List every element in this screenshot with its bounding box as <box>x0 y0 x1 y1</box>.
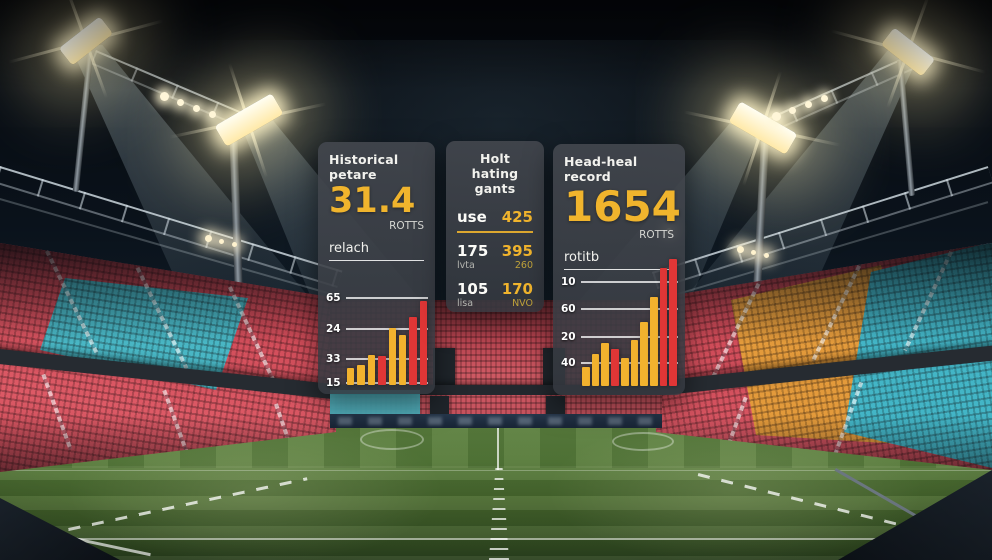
bar-red <box>419 300 427 385</box>
bar-yellow <box>649 296 658 386</box>
big-value: 1654 <box>564 182 681 231</box>
stat-panel-head-to-head: Head-heal record 1654 ROTTS rotitb 10 60 2… <box>553 144 685 395</box>
stat-row: 175 lvta 395 260 <box>457 242 533 271</box>
floodlight-bulbs <box>160 92 169 101</box>
bar-chart-head-to-head: 10 60 20 40 <box>561 256 678 386</box>
y-axis-tick: 60 <box>561 303 678 315</box>
y-tick-label: 10 <box>561 275 576 288</box>
panel-title: Head-heal record <box>564 154 638 184</box>
row-value-sub: NVO <box>512 298 533 309</box>
pitch-circle <box>612 432 674 451</box>
row-value: 170 NVO <box>502 280 533 309</box>
small-lights <box>205 235 212 242</box>
bar-yellow <box>601 342 610 386</box>
gridline <box>346 381 428 384</box>
y-tick-label: 60 <box>561 302 576 315</box>
row-value-number: 425 <box>501 208 533 226</box>
row-label: use <box>457 208 487 226</box>
bar-red <box>669 258 678 386</box>
bar-yellow <box>357 364 365 385</box>
y-axis-tick: 15 <box>326 377 428 389</box>
y-axis-tick: 20 <box>561 331 678 343</box>
row-label-value: use <box>457 208 487 226</box>
bar-red <box>659 267 668 386</box>
stat-panel-historical: Historical petare 31.4 ROTTS relach 65 24… <box>318 142 435 394</box>
y-tick-label: 40 <box>561 357 576 370</box>
y-axis-tick: 24 <box>326 323 428 335</box>
small-lights <box>737 246 744 253</box>
bar-yellow <box>367 354 376 385</box>
y-tick-label: 24 <box>326 323 341 336</box>
y-tick-label: 65 <box>326 292 341 305</box>
ad-board <box>330 414 662 428</box>
row-label-sub: lvta <box>457 260 475 271</box>
walkway <box>330 385 662 395</box>
row-label: 105 lisa <box>457 280 488 309</box>
bar-yellow <box>582 366 590 386</box>
gridline <box>346 357 428 360</box>
bar-red <box>409 316 417 385</box>
row-label-value: 105 <box>457 280 489 298</box>
row-value-number: 170 <box>501 280 533 298</box>
panel-caption: rotitb <box>564 249 600 265</box>
panel-title-line2: gants <box>474 181 516 196</box>
bar-red <box>611 349 619 386</box>
big-value: 31.4 <box>329 181 416 221</box>
stat-row: use 425 <box>457 208 533 226</box>
bar-yellow <box>398 335 407 385</box>
y-axis-tick: 65 <box>326 292 428 304</box>
stat-row: 105 lisa 170 NVO <box>457 280 533 309</box>
gridline <box>581 362 678 365</box>
row-label-sub: lisa <box>457 298 474 309</box>
panel-title: Historical petare <box>329 152 399 182</box>
pitch-circle <box>360 429 424 450</box>
stat-panel-ratings: Holt hating gants use 425 175 lvta 395 2 <box>446 141 544 312</box>
row-label: 175 lvta <box>457 242 488 271</box>
row-label-value: 175 <box>457 242 489 260</box>
stat-rows: use 425 175 lvta 395 260 105 <box>457 208 533 309</box>
gridline <box>581 336 678 339</box>
value-unit: ROTTS <box>389 219 424 232</box>
row-value-sub: 260 <box>514 260 533 271</box>
gridline <box>581 307 678 310</box>
bar-yellow <box>640 322 648 386</box>
bar-group <box>347 266 427 385</box>
divider-line <box>329 259 424 261</box>
y-axis-tick: 10 <box>561 276 678 288</box>
halfway-line <box>497 426 499 470</box>
value-unit: ROTTS <box>639 228 674 241</box>
y-axis-tick: 33 <box>326 353 428 365</box>
floodlight-bulbs <box>772 112 781 121</box>
center-hash-marks <box>489 468 509 560</box>
row-value: 425 <box>502 208 533 226</box>
bar-yellow <box>347 368 355 385</box>
bar-yellow <box>630 340 639 386</box>
y-tick-label: 33 <box>326 352 341 365</box>
panel-caption: relach <box>329 240 370 256</box>
gridline <box>581 280 678 283</box>
stairwell <box>433 348 455 385</box>
panel-title-line1: Holt hating <box>471 151 519 181</box>
bar-yellow <box>620 357 629 386</box>
bar-yellow <box>591 354 600 386</box>
row-value-number: 395 <box>501 242 533 260</box>
divider-line <box>564 268 674 270</box>
bar-chart-historical: 65 24 33 15 <box>326 266 428 389</box>
row-value: 395 260 <box>502 242 533 271</box>
bar-yellow <box>388 328 396 385</box>
y-tick-label: 20 <box>561 331 576 344</box>
top-shadow <box>0 0 992 90</box>
bar-red <box>378 356 386 385</box>
gridline <box>346 297 428 300</box>
y-tick-label: 15 <box>326 376 341 389</box>
ad-board-text-blur <box>338 417 654 425</box>
divider-line-yellow <box>457 231 533 233</box>
y-axis-tick: 40 <box>561 357 678 369</box>
bar-group <box>582 256 678 386</box>
gridline <box>346 328 428 331</box>
